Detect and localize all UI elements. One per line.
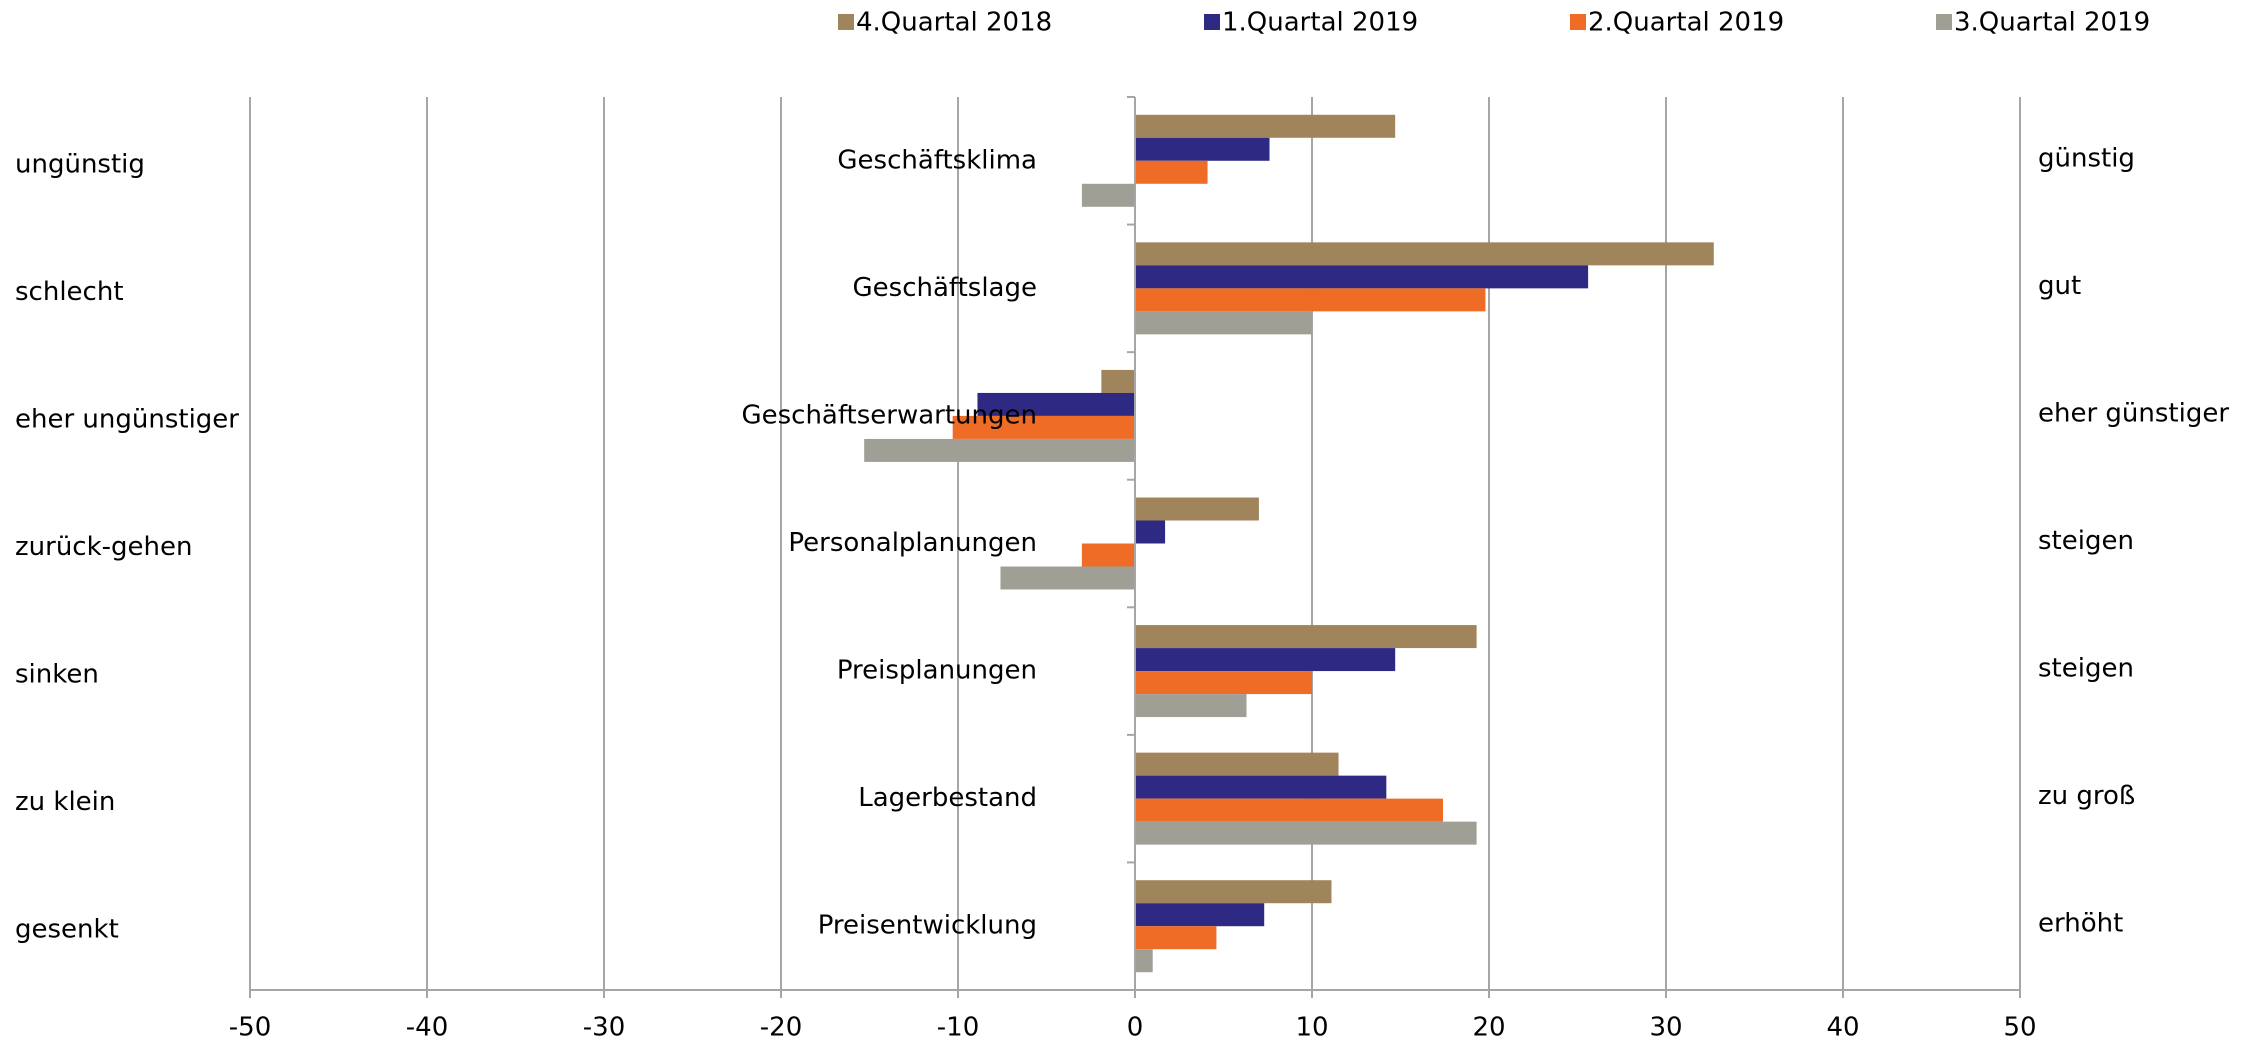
bar — [1135, 625, 1477, 649]
bar — [1135, 694, 1247, 718]
x-tick-label: 0 — [1127, 1013, 1144, 1040]
bar — [1135, 288, 1486, 312]
bar — [952, 415, 1135, 439]
bar — [1135, 497, 1259, 521]
category-label: Preisplanungen — [837, 656, 1037, 686]
x-tick-label: -10 — [937, 1013, 979, 1040]
x-tick-label: 50 — [2003, 1013, 2036, 1040]
category-label: Geschäftserwartungen — [741, 400, 1037, 430]
bar — [1135, 880, 1332, 904]
bar — [1135, 648, 1396, 672]
legend-label: 3.Quartal 2019 — [1954, 8, 2150, 38]
legend-label: 1.Quartal 2019 — [1222, 8, 1418, 38]
left-label: sinken — [15, 660, 99, 690]
right-label: zu groß — [2038, 781, 2135, 811]
right-label: steigen — [2038, 526, 2134, 556]
category-label: Preisentwicklung — [818, 911, 1037, 941]
bar — [864, 438, 1135, 462]
bar — [1135, 903, 1265, 927]
bar — [1135, 265, 1589, 289]
category-label: Lagerbestand — [858, 783, 1037, 813]
left-label: zurück-gehen — [15, 532, 192, 562]
left-label: ungünstig — [15, 149, 145, 179]
bar — [1135, 137, 1270, 161]
category-label: Geschäftslage — [853, 273, 1038, 303]
category-label: Geschäftsklima — [837, 145, 1037, 175]
bar — [1135, 821, 1477, 845]
right-label: erhöht — [2038, 909, 2123, 939]
x-tick-label: 20 — [1472, 1013, 1505, 1040]
legend-swatch — [1204, 14, 1220, 30]
bar — [977, 392, 1135, 416]
bar — [1135, 311, 1312, 335]
category-label: Personalplanungen — [788, 528, 1037, 558]
bar — [1135, 114, 1396, 138]
left-label: eher ungünstiger — [15, 404, 239, 434]
x-tick-label: 10 — [1295, 1013, 1328, 1040]
bar — [1135, 798, 1443, 822]
right-label: steigen — [2038, 654, 2134, 684]
bar — [1135, 242, 1714, 266]
x-tick-label: 30 — [1649, 1013, 1682, 1040]
right-label: gut — [2038, 271, 2081, 301]
bar — [1135, 671, 1312, 695]
x-tick-label: -30 — [583, 1013, 625, 1040]
legend-label: 4.Quartal 2018 — [856, 8, 1052, 38]
x-tick-label: -50 — [229, 1013, 271, 1040]
bar — [1135, 752, 1339, 776]
bar — [1081, 183, 1135, 207]
bar — [1081, 543, 1135, 567]
legend-swatch — [1570, 14, 1586, 30]
bar — [1101, 369, 1135, 393]
bar — [1000, 566, 1135, 590]
left-label: gesenkt — [15, 915, 119, 945]
x-tick-label: -20 — [760, 1013, 802, 1040]
right-label: günstig — [2038, 143, 2135, 173]
bar — [1135, 949, 1153, 973]
bar — [1135, 520, 1166, 544]
x-tick-label: -40 — [406, 1013, 448, 1040]
legend-swatch — [1936, 14, 1952, 30]
legend-swatch — [838, 14, 854, 30]
bar — [1135, 926, 1217, 950]
bar — [1135, 160, 1208, 184]
right-label: eher günstiger — [2038, 398, 2229, 428]
left-label: schlecht — [15, 277, 124, 307]
legend-label: 2.Quartal 2019 — [1588, 8, 1784, 38]
bar — [1135, 775, 1387, 799]
x-tick-label: 40 — [1826, 1013, 1859, 1040]
left-label: zu klein — [15, 787, 115, 817]
